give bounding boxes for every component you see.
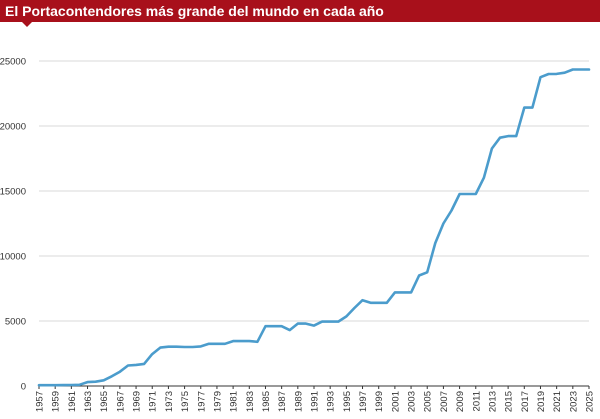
x-tick-label: 1991 — [310, 391, 321, 412]
y-tick-label: 25000 — [0, 57, 26, 68]
x-tick-label: 1983 — [245, 391, 256, 412]
y-tick-label: 0 — [21, 382, 26, 393]
y-tick-label: 10000 — [0, 252, 26, 263]
x-tick-label: 1993 — [326, 391, 337, 412]
y-tick-label: 5000 — [5, 317, 26, 328]
x-tick-label: 2025 — [585, 391, 596, 412]
x-tick-label: 1981 — [229, 391, 240, 412]
x-tick-label: 1975 — [180, 391, 191, 412]
y-tick-label: 20000 — [0, 122, 26, 133]
x-tick-label: 1979 — [212, 391, 223, 412]
x-tick-label: 1969 — [132, 391, 143, 412]
x-tick-label: 1961 — [67, 391, 78, 412]
x-tick-label: 2011 — [471, 391, 482, 411]
x-tick-label: 2015 — [504, 391, 515, 412]
y-tick-label: 15000 — [0, 187, 26, 198]
x-tick-label: 2019 — [536, 391, 547, 412]
x-tick-label: 1971 — [148, 391, 159, 412]
x-tick-label: 1985 — [261, 391, 272, 412]
x-tick-label: 1973 — [164, 391, 175, 412]
title-notch — [22, 22, 32, 27]
x-tick-label: 1957 — [35, 391, 46, 412]
x-tick-label: 2023 — [568, 391, 579, 412]
chart-title: El Portacontendores más grande del mundo… — [5, 3, 384, 19]
x-tick-label: 2003 — [407, 391, 418, 412]
series-line — [37, 68, 591, 387]
x-tick-label: 1977 — [196, 391, 207, 412]
title-bar: El Portacontendores más grande del mundo… — [0, 0, 600, 27]
x-tick-label: 1967 — [115, 391, 126, 412]
x-tick-label: 1959 — [51, 391, 62, 412]
x-tick-label: 2001 — [390, 391, 401, 412]
x-tick-label: 2021 — [552, 391, 563, 412]
x-tick-label: 2017 — [520, 391, 531, 412]
x-tick-label: 2013 — [487, 391, 498, 412]
x-tick-label: 1965 — [99, 391, 110, 412]
x-tick-label: 2007 — [439, 391, 450, 412]
x-tick-label: 1995 — [342, 391, 353, 412]
x-tick-label: 1987 — [277, 391, 288, 412]
x-tick-label: 1989 — [293, 391, 304, 412]
x-tick-label: 2005 — [423, 391, 434, 412]
x-tick-label: 1963 — [83, 391, 94, 412]
x-tick-label: 2009 — [455, 391, 466, 412]
x-tick-label: 1997 — [358, 391, 369, 412]
x-tick-label: 1999 — [374, 391, 385, 412]
